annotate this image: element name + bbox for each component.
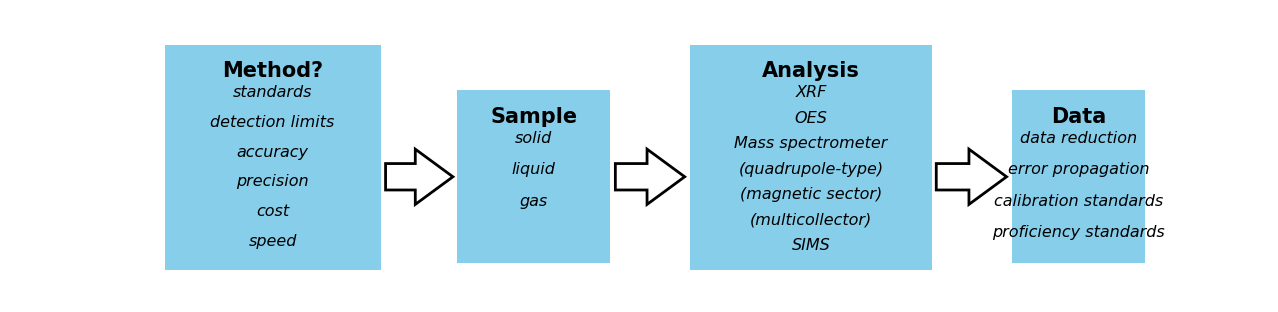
Polygon shape	[937, 149, 1007, 204]
Text: (quadrupole-type): (quadrupole-type)	[739, 162, 883, 177]
Text: Data: Data	[1051, 107, 1105, 127]
Text: cost: cost	[256, 204, 289, 219]
Text: accuracy: accuracy	[236, 145, 309, 160]
FancyBboxPatch shape	[690, 45, 933, 271]
Text: speed: speed	[248, 234, 296, 249]
Text: standards: standards	[233, 85, 312, 100]
Text: proficiency standards: proficiency standards	[992, 225, 1164, 240]
Text: Sample: Sample	[489, 107, 578, 127]
FancyBboxPatch shape	[458, 90, 611, 263]
Text: Analysis: Analysis	[762, 61, 860, 81]
Text: detection limits: detection limits	[211, 115, 335, 130]
Text: solid: solid	[515, 131, 552, 146]
Text: OES: OES	[795, 111, 827, 126]
Text: SIMS: SIMS	[791, 238, 831, 253]
Polygon shape	[616, 149, 685, 204]
Text: calibration standards: calibration standards	[994, 193, 1163, 209]
Polygon shape	[386, 149, 452, 204]
Text: data reduction: data reduction	[1020, 131, 1137, 146]
FancyBboxPatch shape	[1012, 90, 1145, 263]
Text: XRF: XRF	[795, 85, 827, 100]
Text: (magnetic sector): (magnetic sector)	[740, 187, 882, 202]
FancyBboxPatch shape	[165, 45, 381, 271]
Text: precision: precision	[236, 174, 309, 189]
Text: liquid: liquid	[511, 162, 556, 177]
Text: Method?: Method?	[222, 61, 323, 81]
Text: gas: gas	[520, 193, 548, 209]
Text: Mass spectrometer: Mass spectrometer	[735, 136, 888, 151]
Text: (multicollector): (multicollector)	[750, 212, 872, 227]
Text: error propagation: error propagation	[1007, 162, 1149, 177]
